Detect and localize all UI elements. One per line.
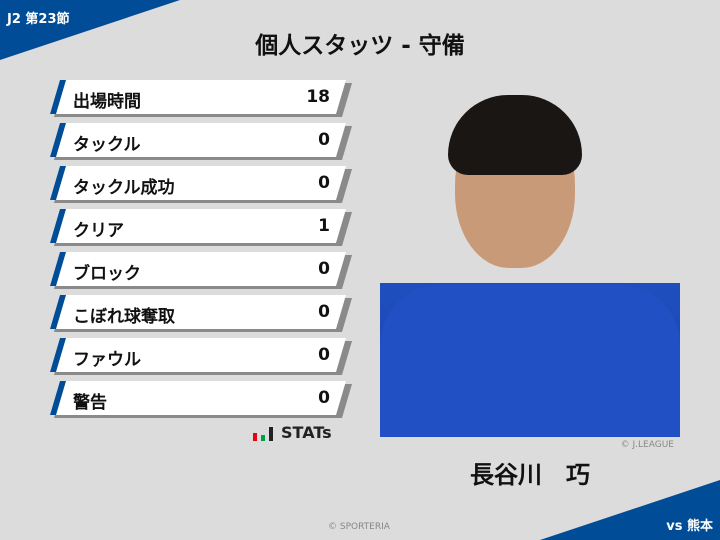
stat-label: クリア	[73, 221, 124, 241]
stat-label: こぼれ球奪取	[73, 307, 175, 327]
page-title: 個人スタッツ - 守備	[255, 33, 465, 59]
stat-value: 0	[318, 388, 330, 408]
stat-value: 0	[318, 130, 330, 150]
logo-bar-icon	[261, 435, 265, 441]
stat-value: 18	[306, 87, 330, 107]
row-bar	[50, 209, 346, 243]
stat-value: 0	[318, 345, 330, 365]
round-label: J2 第23節	[7, 12, 70, 27]
stat-label: ファウル	[73, 350, 141, 370]
logo-bar-icon	[269, 427, 273, 441]
row-bar	[50, 338, 346, 372]
stats-logo: STATs	[253, 425, 332, 441]
player-name: 長谷川 巧	[470, 461, 590, 489]
row-bar	[50, 295, 346, 329]
logo-text: STATs	[281, 423, 332, 442]
copyright: © SPORTERIA	[328, 522, 390, 532]
stat-label: ブロック	[73, 264, 141, 284]
stat-row: ファウル 0	[50, 338, 352, 374]
row-bar	[50, 252, 346, 286]
photo-credit: © J.LEAGUE	[620, 440, 674, 450]
stats-list: 出場時間 18 タックル 0 タックル成功 0 クリア 1 ブロック 0 こぼれ球奪取 0 ファウル 0 警…	[50, 80, 352, 424]
stat-label: タックル成功	[73, 178, 175, 198]
stat-row: 出場時間 18	[50, 80, 352, 116]
row-bar	[50, 80, 346, 114]
stat-row: タックル成功 0	[50, 166, 352, 202]
stat-row: クリア 1	[50, 209, 352, 245]
stat-value: 0	[318, 259, 330, 279]
opponent-label: vs 熊本	[666, 519, 713, 534]
stat-label: 出場時間	[73, 92, 141, 112]
stat-row: タックル 0	[50, 123, 352, 159]
row-bar	[50, 166, 346, 200]
row-bar	[50, 123, 346, 157]
jersey	[380, 285, 680, 437]
player-photo	[380, 95, 680, 437]
player-hair	[448, 95, 582, 175]
row-bar	[50, 381, 346, 415]
stat-value: 0	[318, 302, 330, 322]
stat-label: 警告	[73, 393, 107, 413]
stat-row: 警告 0	[50, 381, 352, 417]
stat-row: ブロック 0	[50, 252, 352, 288]
stat-label: タックル	[73, 135, 141, 155]
logo-bar-icon	[253, 433, 257, 441]
stat-row: こぼれ球奪取 0	[50, 295, 352, 331]
stat-value: 1	[318, 216, 330, 236]
stat-value: 0	[318, 173, 330, 193]
